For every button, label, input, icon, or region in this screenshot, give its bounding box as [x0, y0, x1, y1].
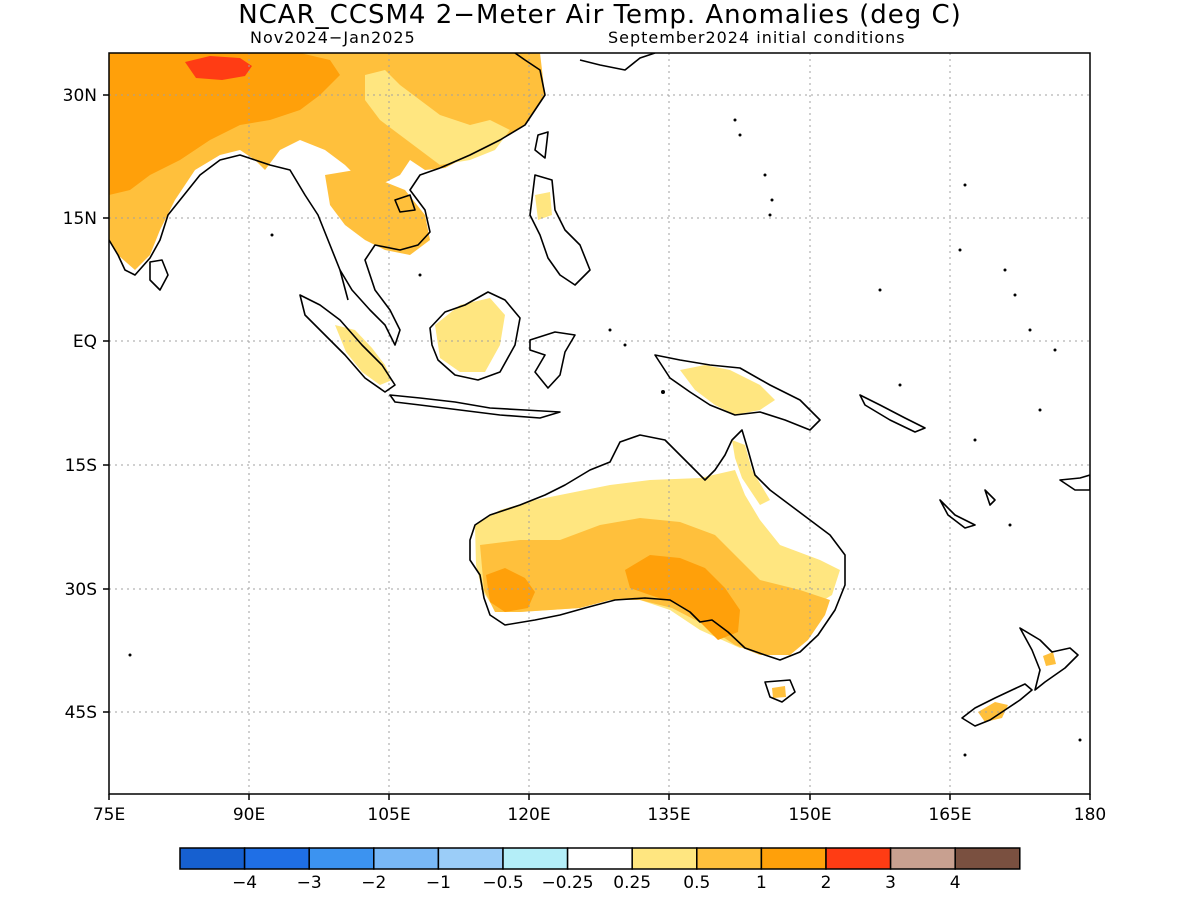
coast-japan — [579, 53, 656, 71]
coast-fiji — [1059, 474, 1090, 491]
longitude-labels: 75E 90E 105E 120E 135E 150E 165E 180 — [93, 805, 1106, 825]
coast-sri-lanka — [149, 259, 169, 291]
coast-nz-south — [961, 683, 1033, 727]
coast-philippines — [529, 174, 591, 286]
shade-luzon — [535, 192, 552, 220]
colorbar-label: −1 — [426, 873, 451, 893]
shade-tibet-3plus — [185, 56, 252, 80]
lon-label: 180 — [1074, 805, 1106, 825]
shade-nz-north — [1043, 652, 1056, 666]
coast-nz-north — [1019, 627, 1079, 691]
colorbar-label: −0.5 — [482, 873, 523, 893]
plot-frame — [108, 52, 1091, 795]
colorbar-labels: −4 −3 −2 −1 −0.5 −0.25 0.25 0.5 1 2 3 4 — [232, 873, 961, 893]
lat-label: 30N — [63, 86, 97, 106]
coast-java — [389, 394, 561, 419]
coast-hainan — [394, 194, 416, 213]
colorbar-label: −4 — [232, 873, 257, 893]
shade-east-aus-0p5-1 — [732, 440, 770, 505]
shade-sumatra — [335, 325, 392, 385]
coast-taiwan — [534, 131, 549, 159]
forecast-period: Nov2024−Jan2025 — [250, 28, 416, 47]
colorbar-label: 4 — [950, 873, 961, 893]
shade-tibet-2to3 — [109, 53, 340, 195]
lat-label: 45S — [65, 703, 97, 723]
graticule — [109, 53, 1090, 794]
lat-label: 30S — [65, 580, 97, 600]
colorbar-label: −3 — [297, 873, 322, 893]
colorbar-label: 3 — [885, 873, 896, 893]
coast-borneo — [429, 291, 521, 381]
lon-label: 150E — [788, 805, 831, 825]
shade-aus-2to3-central — [625, 555, 740, 640]
coast-malay — [339, 167, 441, 346]
initial-conditions: September2024 initial conditions — [608, 28, 906, 47]
colorbar-label: 0.25 — [613, 873, 651, 893]
pacific-islands — [128, 118, 1082, 757]
colorbar-swatch — [825, 847, 892, 870]
lon-label: 75E — [93, 805, 125, 825]
shade-new-guinea — [680, 365, 775, 415]
shade-aus-2to3-west — [486, 568, 535, 612]
coast-australia — [469, 429, 846, 661]
colorbar-label: −0.25 — [542, 873, 594, 893]
latitude-labels: 30N 15N EQ 15S 30S 45S — [63, 86, 97, 723]
colorbar-swatch — [243, 847, 310, 870]
colorbar-swatch — [566, 847, 633, 870]
anomaly-shading — [109, 53, 1056, 722]
coast-sulawesi — [529, 331, 576, 389]
colorbar-swatch — [954, 847, 1021, 870]
colorbar-swatch — [437, 847, 504, 870]
coast-vanuatu — [939, 499, 976, 529]
colorbar-swatch — [760, 847, 827, 870]
colorbar-swatch — [308, 847, 375, 870]
coast-new-caledonia — [984, 489, 996, 506]
shade-borneo — [435, 298, 505, 372]
colorbar-swatch — [502, 847, 569, 870]
colorbar-label: 1 — [756, 873, 767, 893]
coast-solomons — [859, 394, 926, 433]
colorbar-label: 2 — [821, 873, 832, 893]
colorbar-swatch — [889, 847, 956, 870]
colorbar-swatch — [373, 847, 440, 870]
colorbar-swatch — [696, 847, 763, 870]
lat-label: 15S — [65, 456, 97, 476]
lon-label: 90E — [233, 805, 265, 825]
map-title: NCAR_CCSM4 2−Meter Air Temp. Anomalies (… — [238, 0, 962, 30]
coast-sumatra — [299, 294, 396, 393]
colorbar-label: −2 — [361, 873, 386, 893]
shade-nz-south — [978, 702, 1008, 722]
colorbar — [179, 847, 1021, 870]
coast-tasmania — [764, 679, 796, 703]
shade-tasmania — [772, 686, 786, 698]
shade-asia-0p5-1 — [365, 70, 510, 165]
shade-indochina — [325, 170, 430, 255]
colorbar-label: 0.5 — [683, 873, 710, 893]
coast-china — [439, 53, 546, 169]
tick-marks — [103, 94, 1091, 800]
coast-bay-bengal — [254, 159, 349, 301]
coast-india — [109, 154, 256, 276]
colorbar-swatch — [179, 847, 246, 870]
colorbar-swatch — [631, 847, 698, 870]
lon-label: 165E — [928, 805, 971, 825]
coast-new-guinea — [654, 354, 821, 431]
lat-label: 15N — [63, 209, 97, 229]
lon-label: 135E — [647, 805, 690, 825]
lon-label: 120E — [507, 805, 550, 825]
coastlines — [109, 53, 1090, 727]
lat-label: EQ — [73, 332, 97, 352]
lon-label: 105E — [367, 805, 410, 825]
